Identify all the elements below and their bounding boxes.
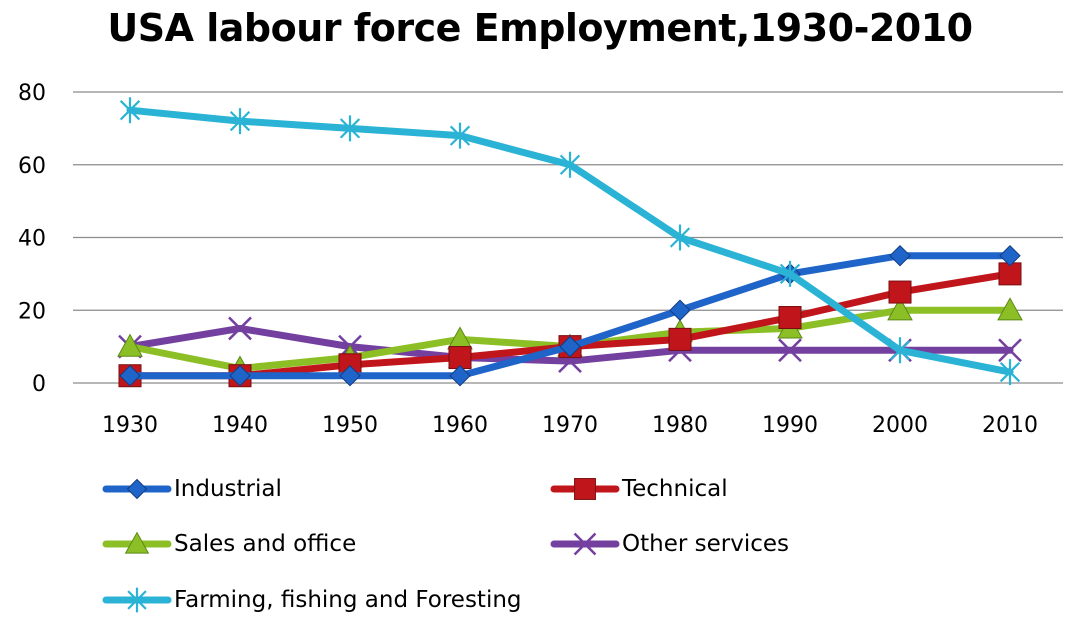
y-axis-ticks: 0 20 40 60 80 [18,81,46,397]
data-point-farming-fishing-and-foresting [449,122,471,149]
data-point-other-services [778,338,802,363]
data-point-industrial [669,299,691,321]
x-tick-label: 1990 [762,413,818,438]
y-tick-label: 60 [18,154,46,179]
data-point-industrial [559,335,581,358]
data-point-farming-fishing-and-foresting [339,115,361,142]
data-point-farming-fishing-and-foresting [559,151,581,178]
y-tick-label: 0 [32,372,46,397]
y-tick-label: 20 [18,299,46,324]
chart-title: USA labour force Employment,1930-2010 [107,6,973,50]
data-point-technical [778,306,802,330]
x-tick-label: 1970 [542,413,598,438]
x-tick-label: 1940 [212,413,268,438]
series-farming-fishing-and-foresting [119,97,1021,386]
data-point-industrial [449,365,471,387]
data-point-farming-fishing-and-foresting [889,337,911,364]
data-point-farming-fishing-and-foresting [229,108,251,135]
data-point-farming-fishing-and-foresting [119,97,141,124]
data-point-sales-and-office [887,297,913,321]
data-point-other-services [228,316,252,341]
data-point-sales-and-office [997,297,1023,321]
x-tick-label: 1930 [102,413,158,438]
data-point-industrial [229,365,251,387]
x-tick-label: 1950 [322,413,378,438]
x-tick-label: 2010 [982,413,1038,438]
data-point-sales-and-office [117,333,143,357]
y-tick-label: 80 [18,81,46,106]
x-tick-label: 2000 [872,413,928,438]
data-point-technical [888,280,912,304]
data-point-industrial [119,365,141,387]
x-tick-label: 1980 [652,413,708,438]
y-tick-label: 40 [18,227,46,252]
data-point-farming-fishing-and-foresting [669,224,691,251]
data-point-other-services [998,338,1022,363]
data-point-farming-fishing-and-foresting [779,260,801,287]
data-point-industrial [889,244,911,267]
data-point-industrial [339,365,361,387]
series-lines [117,97,1023,388]
data-point-industrial [999,244,1021,267]
data-point-technical [668,327,692,351]
x-tick-label: 1960 [432,413,488,438]
data-point-farming-fishing-and-foresting [999,359,1021,386]
x-axis-ticks: 1930 1940 1950 1960 1970 1980 1990 2000 2010 [102,413,1038,438]
